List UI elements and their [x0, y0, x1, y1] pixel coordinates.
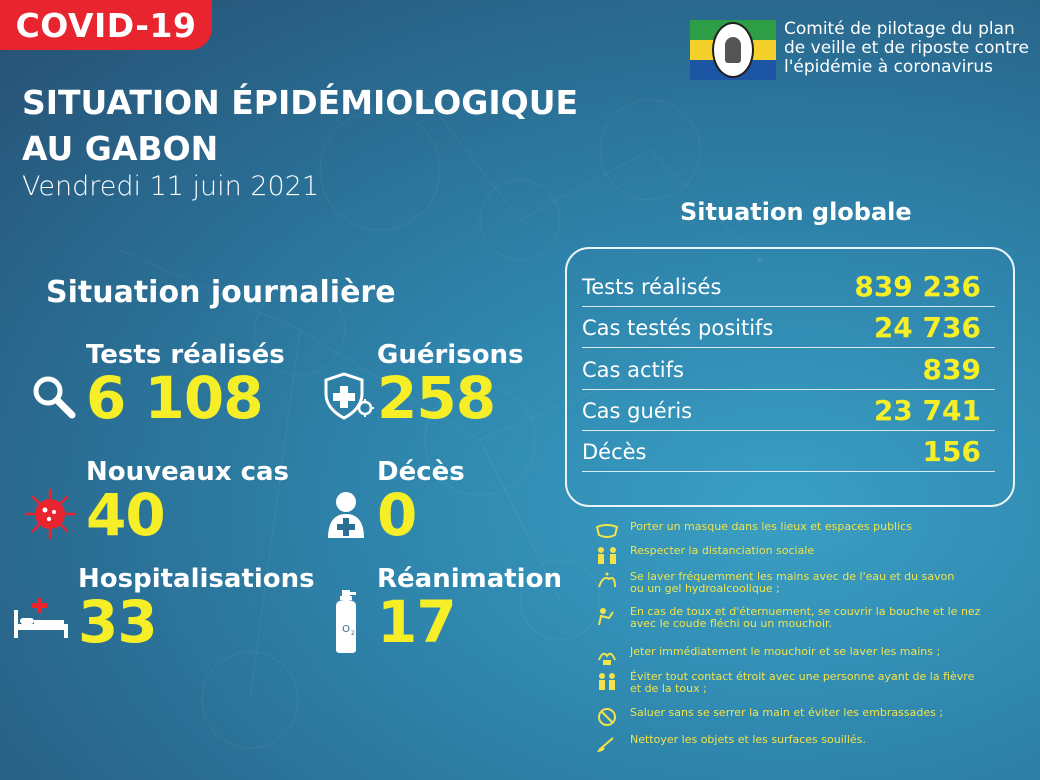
- report-date: Vendredi 11 juin 2021: [22, 171, 320, 202]
- gabon-flag-seal-logo: [690, 20, 776, 80]
- oxygen-tank-icon: O 2: [336, 590, 356, 653]
- global-row-label: Décès: [582, 439, 647, 464]
- tip-item: Jeter immédiatement le mouchoir et se la…: [595, 646, 1000, 666]
- global-row-value: 23 741: [873, 394, 981, 427]
- tip-text: En cas de toux et d'éternuement, se couv…: [630, 605, 981, 618]
- tip-item: Respecter la distanciation sociale: [595, 545, 1000, 565]
- tip-item: Nettoyer les objets et les surfaces soui…: [595, 734, 1000, 754]
- covid-badge: COVID-19: [0, 0, 212, 50]
- stat-icu-label: Réanimation: [377, 564, 562, 594]
- cleaning-icon: [597, 737, 614, 752]
- global-stats-box: [565, 247, 1015, 507]
- tip-text: et de la toux ;: [630, 682, 707, 695]
- global-row-label: Cas actifs: [582, 357, 684, 382]
- stat-hospitalizations-label: Hospitalisations: [78, 564, 315, 594]
- stat-new-cases: Nouveaux cas 40: [86, 457, 290, 549]
- tip-item: Porter un masque dans les lieux et espac…: [595, 521, 1000, 541]
- organization-header: Comité de pilotage du plan de veille et …: [690, 20, 1034, 80]
- mask-icon: [595, 524, 619, 538]
- stat-deaths-value: 0: [377, 481, 417, 549]
- magnifier-icon: [33, 376, 76, 419]
- stat-hospitalizations-value: 33: [78, 588, 158, 656]
- org-line-3: l'épidémie à coronavirus: [784, 57, 993, 77]
- tip-text: Jeter immédiatement le mouchoir et se la…: [630, 645, 941, 658]
- title-line-1: SITUATION ÉPIDÉMIOLOGIQUE: [22, 83, 579, 122]
- global-row-label: Cas guéris: [582, 398, 693, 423]
- daily-section-title: Situation journalière: [46, 275, 396, 310]
- person-cross-icon: [328, 492, 364, 538]
- stat-tests-value: 6 108: [86, 364, 264, 432]
- tip-text: Éviter tout contact étroit avec une pers…: [630, 670, 975, 683]
- global-row-deaths: Décès 156: [582, 432, 995, 472]
- org-line-1: Comité de pilotage du plan: [784, 19, 1015, 39]
- page-title: SITUATION ÉPIDÉMIOLOGIQUE AU GABON: [22, 80, 622, 172]
- stat-recoveries-label: Guérisons: [377, 340, 524, 370]
- stat-hospitalizations: Hospitalisations 33: [78, 564, 315, 656]
- shield-cross-virus-icon: [324, 372, 374, 420]
- badge-label: COVID-19: [15, 5, 197, 45]
- svg-text:O: O: [342, 624, 350, 635]
- global-row-recovered: Cas guéris 23 741: [582, 391, 995, 431]
- global-row-value: 24 736: [873, 311, 981, 344]
- global-row-active: Cas actifs 839: [582, 350, 995, 390]
- stat-recoveries: Guérisons 258: [377, 340, 524, 432]
- global-row-label: Cas testés positifs: [582, 315, 774, 340]
- org-line-2: de veille et de riposte contre: [784, 38, 1029, 58]
- seal-icon: [712, 22, 754, 78]
- distance-icon: [598, 547, 616, 564]
- title-line-2: AU GABON: [22, 129, 219, 168]
- tip-item: En cas de toux et d'éternuement, se couv…: [595, 606, 1000, 630]
- tissue-icon: [598, 652, 616, 665]
- global-row-label: Tests réalisés: [582, 274, 722, 299]
- stat-new-cases-label: Nouveaux cas: [86, 457, 290, 487]
- tip-text: Respecter la distanciation sociale: [630, 544, 815, 557]
- global-row-value: 839: [922, 353, 981, 386]
- stat-new-cases-value: 40: [86, 481, 166, 549]
- avoid-contact-icon: [599, 673, 615, 690]
- global-row-positive: Cas testés positifs 24 736: [582, 308, 995, 348]
- tip-text: Saluer sans se serrer la main et éviter …: [630, 706, 944, 719]
- stat-icu-value: 17: [377, 588, 457, 656]
- global-row-value: 156: [922, 435, 981, 468]
- stat-deaths: Décès 0: [377, 457, 465, 549]
- tip-text: avec le coude fléchi ou un mouchoir.: [630, 617, 833, 630]
- tip-item: Saluer sans se serrer la main et éviter …: [595, 707, 1000, 727]
- tip-text: Se laver fréquemment les mains avec de l…: [630, 570, 955, 583]
- stat-icu: Réanimation 17: [377, 564, 562, 656]
- tip-item: Éviter tout contact étroit avec une pers…: [595, 671, 1000, 695]
- tip-text: Nettoyer les objets et les surfaces soui…: [630, 733, 866, 746]
- virus-icon: [24, 488, 76, 540]
- stat-tests: Tests réalisés 6 108: [86, 340, 285, 432]
- no-handshake-icon: [598, 708, 616, 726]
- global-row-value: 839 236: [854, 270, 981, 303]
- hospital-bed-icon: [14, 598, 68, 638]
- stat-recoveries-value: 258: [377, 364, 496, 432]
- svg-text:2: 2: [351, 630, 355, 637]
- global-row-tests: Tests réalisés 839 236: [582, 267, 995, 307]
- cough-elbow-icon: [598, 608, 614, 626]
- stat-deaths-label: Décès: [377, 457, 465, 487]
- handwash-icon: [598, 572, 616, 588]
- stat-tests-label: Tests réalisés: [86, 340, 285, 370]
- global-section-title: Situation globale: [680, 198, 912, 226]
- tip-text: Porter un masque dans les lieux et espac…: [630, 520, 912, 533]
- tip-item: Se laver fréquemment les mains avec de l…: [595, 571, 1000, 595]
- organization-name: Comité de pilotage du plan de veille et …: [784, 20, 1034, 77]
- tip-text: ou un gel hydroalcoolique ;: [630, 582, 780, 595]
